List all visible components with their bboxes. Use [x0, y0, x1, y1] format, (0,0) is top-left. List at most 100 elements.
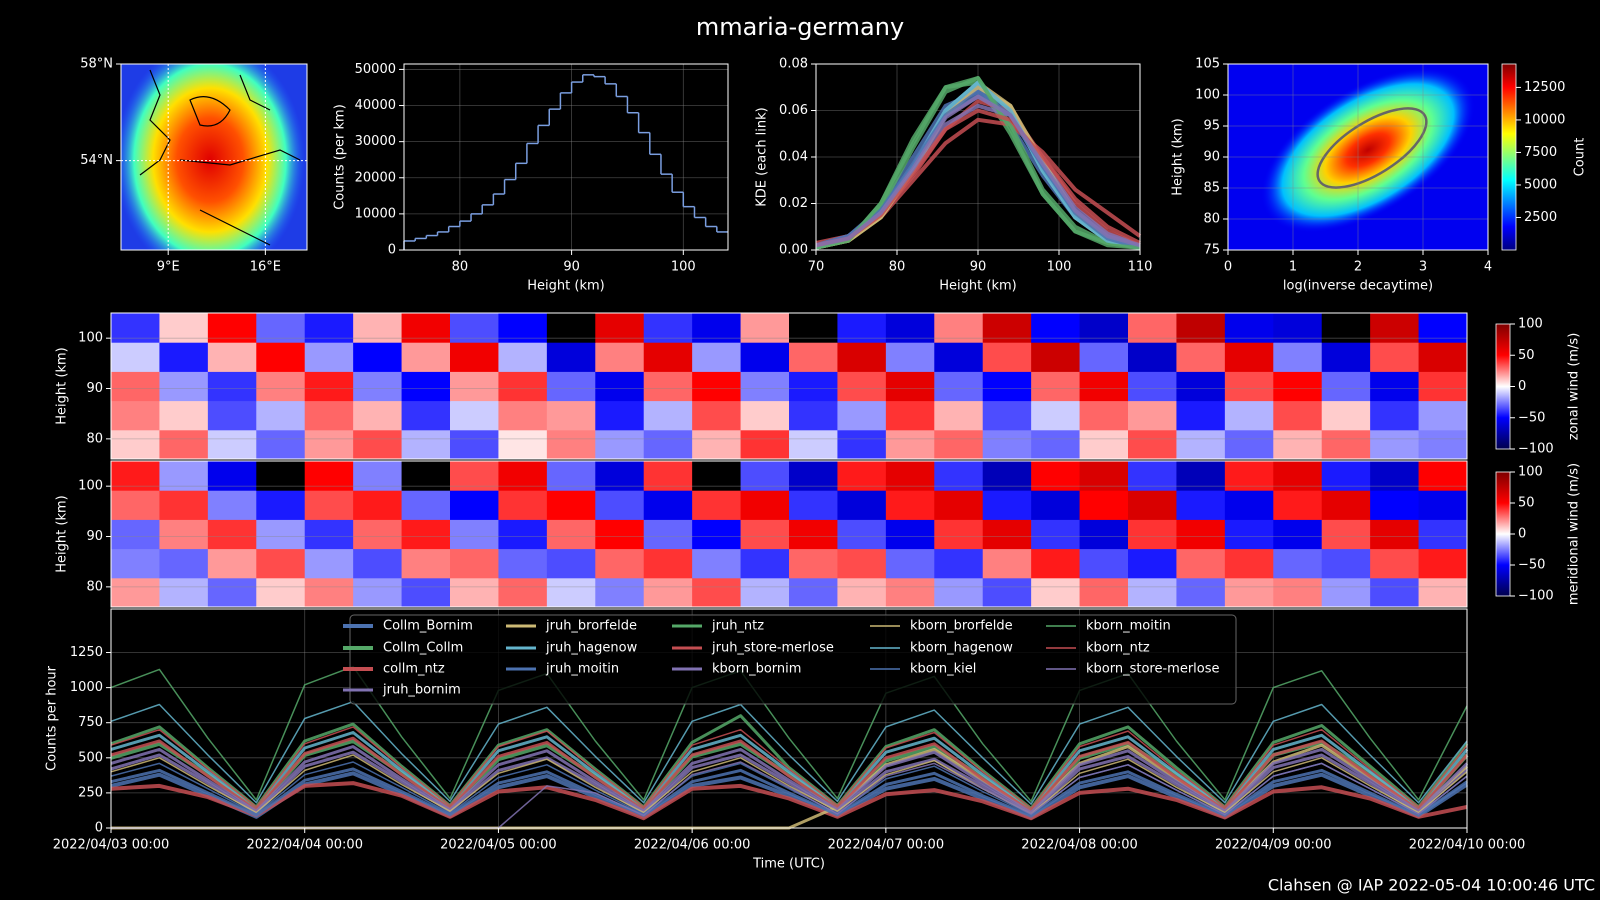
heatmap-cell [837, 577, 887, 608]
heatmap-cell [1370, 400, 1420, 431]
heatmap-cell [1273, 548, 1323, 579]
heatmap-cell [207, 342, 257, 372]
heatmap-cell [1224, 429, 1274, 460]
heatmap-cell [401, 548, 451, 579]
heatmap-cell [643, 490, 693, 520]
colorbar-tick-label: −100 [1518, 442, 1554, 457]
heatmap-cell [304, 577, 354, 608]
colorbar-tick-label: 7500 [1524, 145, 1557, 160]
series-line [110, 745, 1469, 815]
heatmap-cell [1370, 371, 1420, 402]
panel: 2022/04/03 00:00 2022/04/04 00:00 2022/04/… [45, 608, 1525, 872]
heatmap-cell [1224, 548, 1274, 579]
heatmap-cell [740, 342, 790, 372]
heatmap-cell [1176, 519, 1226, 550]
y-tick-label: 90 [86, 381, 103, 396]
heatmap-cell [595, 519, 645, 550]
heatmap-cell [837, 342, 887, 372]
colorbar-tick-label: 50 [1518, 348, 1535, 363]
heatmap-cell [1176, 490, 1226, 520]
y-tick-label: 40000 [355, 98, 396, 113]
missing-cell [789, 313, 838, 343]
heatmap-cell [1079, 400, 1129, 431]
heatmap-cell [498, 371, 548, 402]
heatmap-cell [159, 548, 209, 579]
y-tick-label: 0.06 [779, 103, 808, 118]
heatmap-cell [643, 313, 693, 343]
heatmap-cell [111, 313, 160, 343]
colorbar [1495, 471, 1511, 597]
y-tick-label: 58°N [80, 57, 113, 72]
heatmap-cell [304, 461, 354, 491]
heatmap-cell [159, 490, 209, 520]
panel: 80 90 100 Height (km) −100 −50 0 50 100 zonal win… [55, 312, 1582, 460]
heatmap-cell [450, 429, 499, 460]
heatmap-cell [934, 519, 984, 550]
heatmap-cell [1176, 313, 1226, 343]
heatmap-cell [595, 342, 645, 372]
x-axis-label: Height (km) [527, 279, 604, 294]
colorbar [1501, 63, 1517, 251]
legend-label: kborn_store-merlose [1086, 662, 1220, 677]
heatmap-cell [207, 490, 257, 520]
heatmap-cell [885, 371, 935, 402]
x-tick-label: 90 [563, 260, 580, 275]
heatmap-cell [1370, 490, 1420, 520]
heatmap-cell [1128, 548, 1177, 579]
heatmap-cell [1128, 429, 1177, 460]
legend-label: collm_ntz [383, 662, 445, 677]
heatmap-cell [1176, 577, 1226, 608]
x-tick-label: 100 [1047, 260, 1072, 275]
heatmap-cell [498, 548, 548, 579]
heatmap-cell [353, 342, 403, 372]
heatmap-cell [595, 400, 645, 431]
heatmap-cell [692, 429, 742, 460]
y-tick-label: 1000 [70, 680, 103, 695]
data [403, 74, 728, 250]
legend-label: jruh_ntz [711, 619, 764, 634]
heatmap-cell [256, 429, 306, 460]
heatmap-cell [982, 400, 1032, 431]
heatmap-cell [159, 371, 209, 402]
heatmap-cell [934, 313, 984, 343]
heatmap-cell [982, 313, 1032, 343]
missing-cell [692, 461, 742, 491]
y-tick-label: 90 [1203, 150, 1220, 165]
heatmap-cell [1224, 490, 1274, 520]
heatmap-cell [1321, 371, 1371, 402]
heatmap-cell [353, 371, 403, 402]
heatmap-cell [982, 490, 1032, 520]
heatmap-cell [450, 342, 499, 372]
y-tick-label: 0.00 [779, 243, 808, 258]
heatmap-cell [1418, 519, 1468, 550]
missing-cell [546, 313, 596, 343]
heatmap-cell [159, 577, 209, 608]
colorbar-tick-label: −50 [1518, 410, 1545, 425]
heatmap-cell [207, 548, 257, 579]
axes-frame [403, 63, 729, 251]
y-tick-label: 75 [1203, 243, 1220, 258]
heatmap-cell [740, 577, 790, 608]
heatmap-cell [546, 342, 596, 372]
y-tick-label: 10000 [355, 206, 396, 221]
heatmap-cell [934, 577, 984, 608]
heatmap-cell [304, 313, 354, 343]
heatmap-cell [1176, 429, 1226, 460]
heatmap-cell [740, 519, 790, 550]
y-axis-label: Height (km) [1171, 118, 1186, 195]
heatmap-cell [1176, 400, 1226, 431]
heatmap-cell [1418, 400, 1468, 431]
map-image [121, 64, 307, 250]
panel: 80 90 100 0 10000 20000 30000 40000 50000 Height … [333, 62, 729, 294]
heatmap-cell [401, 429, 451, 460]
y-axis-label: Counts (per km) [333, 104, 348, 210]
series-line [110, 781, 1468, 821]
heatmap-cell [1321, 461, 1371, 491]
heatmap-cell [1273, 519, 1323, 550]
heatmap-cell [450, 519, 499, 550]
missing-cell [256, 461, 306, 491]
colorbar-tick-label: 10000 [1524, 112, 1565, 127]
heatmap-cell [837, 490, 887, 520]
legend-label: jruh_store-merlose [711, 641, 834, 656]
heatmap-cell [1273, 400, 1323, 431]
